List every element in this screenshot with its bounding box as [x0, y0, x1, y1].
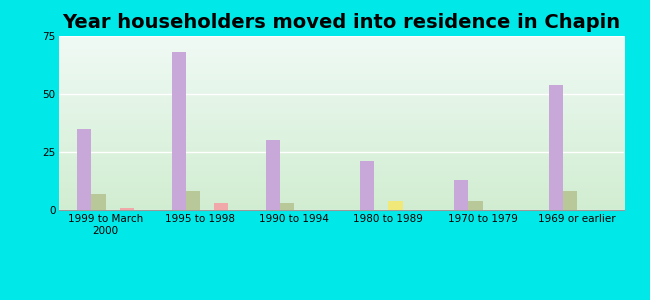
Bar: [549, 85, 563, 210]
Bar: [77, 129, 92, 210]
Bar: [120, 208, 134, 210]
Bar: [360, 161, 374, 210]
Bar: [214, 203, 228, 210]
Bar: [266, 140, 280, 210]
Bar: [469, 201, 482, 210]
Bar: [186, 191, 200, 210]
Bar: [563, 191, 577, 210]
Bar: [389, 201, 402, 210]
Bar: [454, 180, 469, 210]
Title: Year householders moved into residence in Chapin: Year householders moved into residence i…: [62, 13, 620, 32]
Bar: [280, 203, 294, 210]
Bar: [92, 194, 105, 210]
Bar: [172, 52, 186, 210]
